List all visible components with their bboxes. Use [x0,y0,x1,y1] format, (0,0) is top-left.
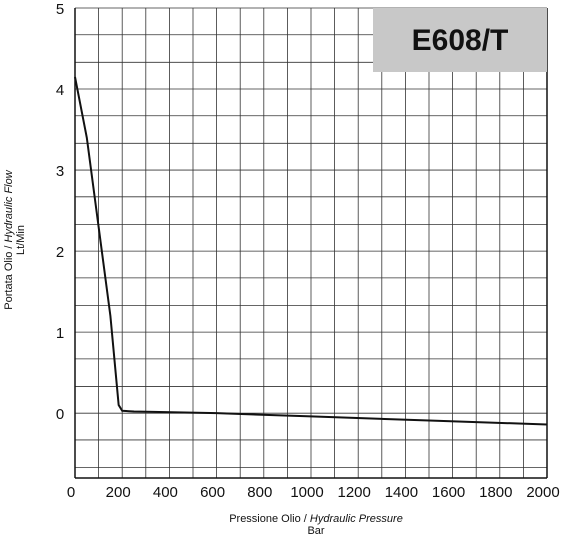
x-tick-label: 400 [153,484,178,501]
x-axis-unit: Bar [307,525,324,537]
x-tick-label: 1800 [479,484,512,501]
y-tick-label: 5 [56,1,64,18]
y-tick-label: 2 [56,244,64,261]
x-tick-label: 1200 [338,484,371,501]
x-tick-label: 200 [106,484,131,501]
x-tick-label: 1400 [385,484,418,501]
x-tick-label: 800 [247,484,272,501]
x-tick-label: 600 [200,484,225,501]
x-tick-label: 1600 [432,484,465,501]
x-tick-label: 2000 [526,484,559,501]
y-tick-label: 1 [56,325,64,342]
x-tick-label: 0 [67,484,75,501]
chart-title: E608/T [412,24,509,57]
x-axis-title: Pressione Olio / Hydraulic Pressure [229,513,403,525]
y-tick-label: 3 [56,163,64,180]
y-axis-unit: Lt/Min [15,225,27,255]
data-line [74,76,548,426]
title-box [373,8,547,72]
y-label-plain: Portata Olio / [3,242,15,309]
y-axis-title: Portata Olio / Hydraulic Flow [3,169,15,309]
y-label-italic: Hydraulic Flow [3,169,15,242]
x-label-plain: Pressione Olio / [229,513,310,525]
x-tick-label: 1000 [290,484,323,501]
y-tick-label: 0 [56,406,64,423]
x-label-italic: Hydraulic Pressure [310,513,403,525]
y-tick-label: 4 [56,82,64,99]
